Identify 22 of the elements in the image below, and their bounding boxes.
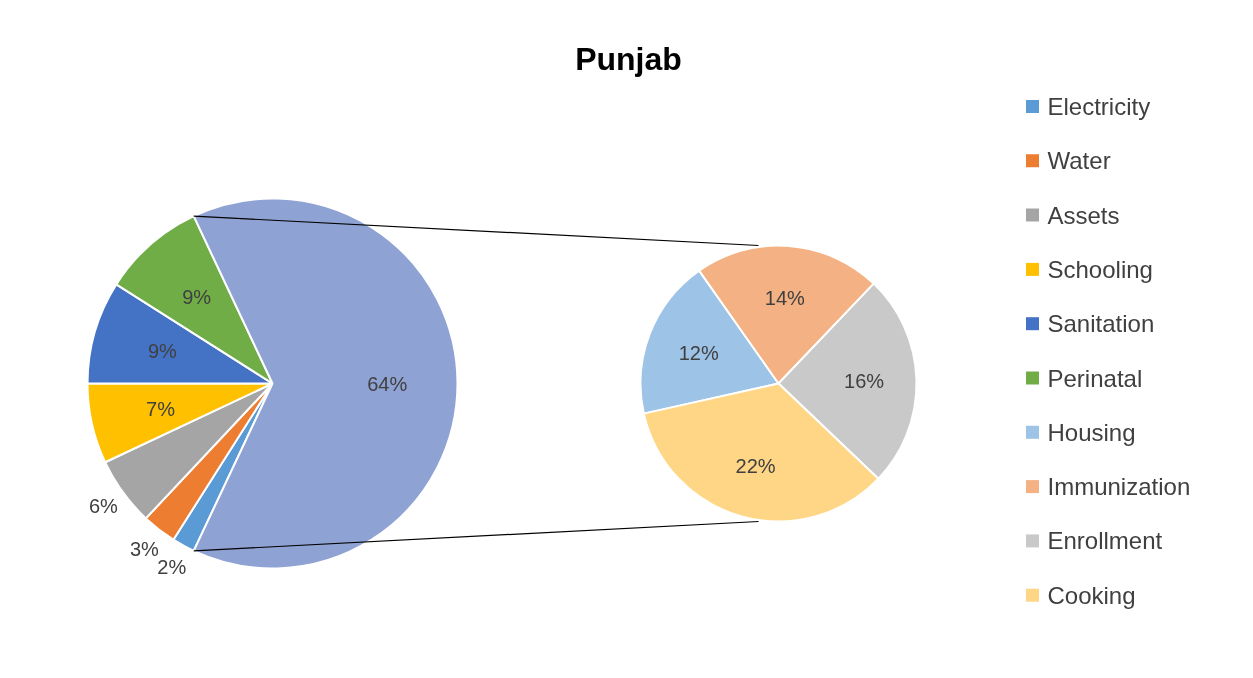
legend-label: Perinatal <box>1047 364 1143 392</box>
legend-label: Sanitation <box>1047 310 1155 338</box>
data-label: 3% <box>129 537 160 560</box>
data-label: 9% <box>147 340 178 363</box>
legend-label: Electricity <box>1047 93 1151 120</box>
legend-label: Housing <box>1047 418 1136 446</box>
legend-label: Enrollment <box>1047 527 1163 555</box>
legend-label: Water <box>1047 147 1111 175</box>
data-label: 6% <box>88 495 119 518</box>
data-label: 16% <box>844 370 885 393</box>
legend-label: Schooling <box>1047 255 1153 283</box>
data-label: 9% <box>182 286 212 309</box>
data-label: 2% <box>157 555 187 578</box>
data-label: 7% <box>146 397 176 420</box>
chart-title: Punjab <box>575 40 682 77</box>
data-label: 22% <box>735 454 776 477</box>
legend-label: Immunization <box>1047 473 1191 501</box>
data-label: 12% <box>678 341 719 364</box>
legend-label: Assets <box>1047 201 1120 229</box>
data-label: 64% <box>367 372 408 395</box>
data-label: 14% <box>764 287 806 310</box>
legend-label: Cooking <box>1047 581 1136 609</box>
